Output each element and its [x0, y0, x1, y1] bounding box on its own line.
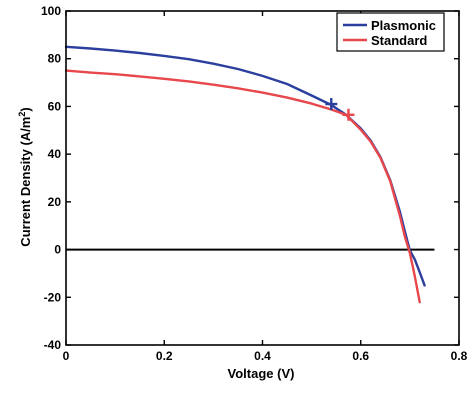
y-axis-label-main: Current Density (A/m — [18, 117, 33, 247]
y-axis-label-superscript: 2 — [17, 112, 27, 117]
marker-standard — [342, 108, 355, 121]
series-line-standard — [64, 69, 421, 304]
y-axis-label-close: ) — [18, 107, 33, 111]
x-tick-label: 0.4 — [254, 349, 271, 363]
y-tick-label: 40 — [48, 147, 62, 161]
legend-label-plasmonic: Plasmonic — [371, 18, 436, 33]
legend-box — [336, 12, 445, 52]
ticks-group: 0 0.2 0.4 0.6 0.8 -40 -20 0 20 40 60 80 100 — [41, 4, 468, 363]
y-tick-label: 60 — [48, 99, 62, 113]
axis-labels-group: Voltage (V) Current Density (A/m2) — [17, 107, 294, 381]
y-tick-label: 20 — [48, 195, 62, 209]
y-tick-label: -20 — [44, 290, 62, 304]
y-tick-label: -40 — [44, 338, 62, 352]
x-tick-label: 0 — [63, 349, 70, 363]
y-tick-label: 0 — [54, 243, 61, 257]
y-axis-label: Current Density (A/m2) — [17, 107, 33, 246]
markers-group — [325, 98, 355, 121]
x-tick-label: 0.2 — [156, 349, 173, 363]
plot-area — [66, 11, 459, 345]
x-tick-label: 0.6 — [352, 349, 369, 363]
x-axis-label: Voltage (V) — [228, 366, 295, 381]
marker-plasmonic — [325, 98, 338, 111]
x-tick-label: 0.8 — [451, 349, 468, 363]
plot-background — [66, 11, 459, 345]
legend-label-standard: Standard — [371, 33, 427, 48]
y-tick-label: 80 — [48, 52, 62, 66]
y-tick-label: 100 — [41, 4, 61, 18]
